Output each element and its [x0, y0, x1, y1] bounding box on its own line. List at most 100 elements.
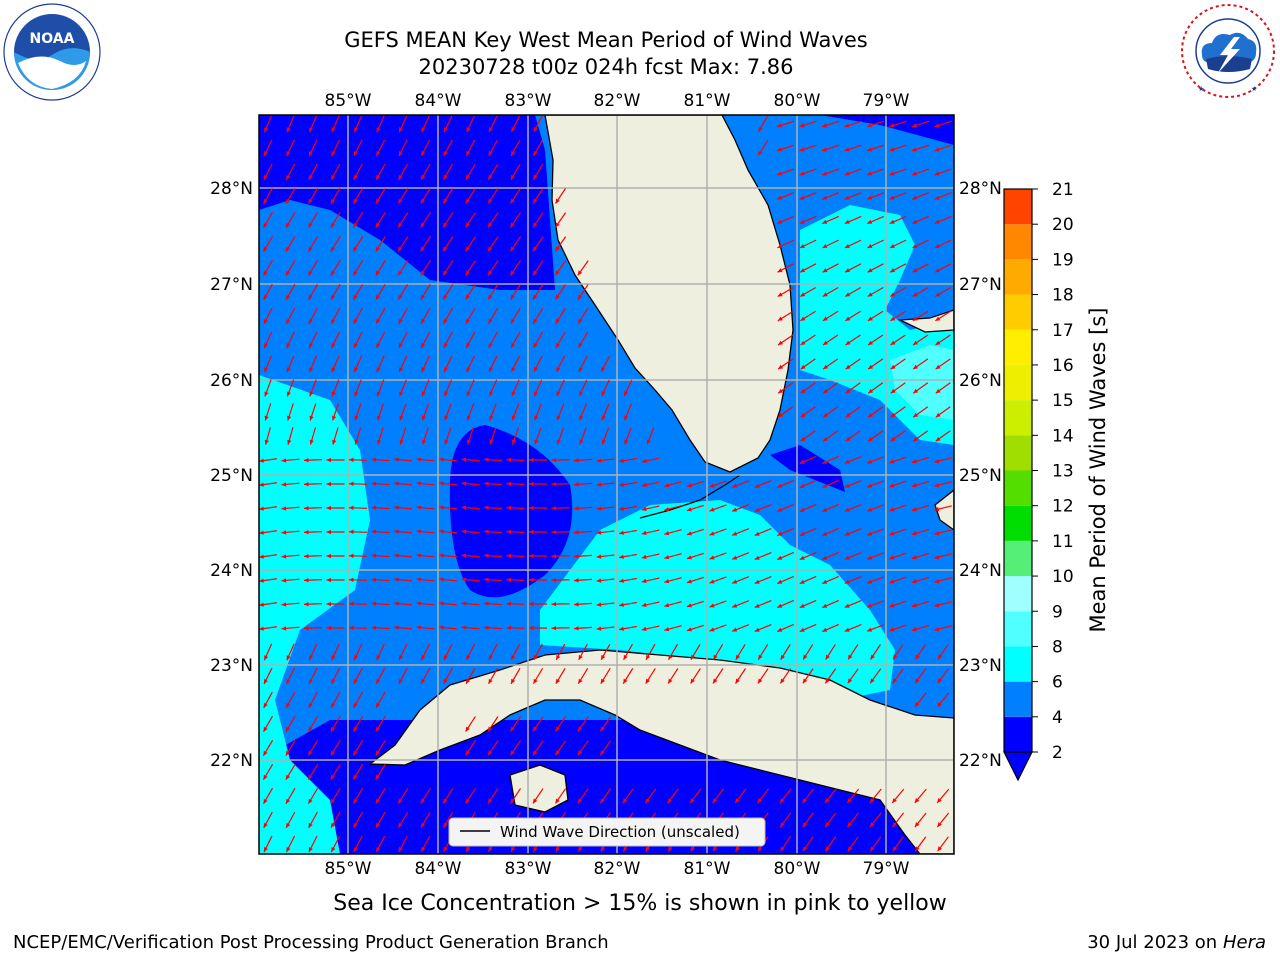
wave-direction-arrow [263, 307, 273, 325]
wave-direction-arrow [754, 600, 772, 608]
wave-direction-arrow [483, 625, 503, 630]
wave-direction-arrow [483, 457, 503, 462]
wave-direction-arrow [911, 456, 930, 464]
wave-direction-arrow [596, 458, 615, 463]
wave-direction-arrow [844, 239, 862, 249]
wave-direction-arrow [422, 427, 429, 445]
wave-direction-arrow [667, 788, 679, 804]
wave-direction-arrow [664, 505, 682, 512]
wave-direction-arrow [709, 528, 727, 536]
wave-direction-arrow [287, 427, 294, 445]
wave-direction-arrow [532, 284, 544, 300]
lon-label-top: 83°W [505, 91, 552, 111]
wave-direction-arrow [483, 577, 503, 582]
wave-direction-arrow [330, 691, 341, 709]
wave-direction-arrow [308, 811, 318, 829]
wave-direction-arrow [308, 331, 318, 349]
wave-direction-arrow [375, 811, 386, 829]
wave-direction-arrow [686, 528, 705, 536]
wave-direction-arrow [420, 788, 431, 804]
land-bahamas [934, 489, 954, 531]
wave-direction-arrow [397, 284, 409, 300]
wave-direction-arrow [554, 236, 567, 252]
wave-direction-arrow [376, 115, 385, 133]
chart-subtitle: 20230728 t00z 024h fcst Max: 7.86 [418, 55, 794, 79]
wave-direction-arrow [326, 625, 345, 631]
wave-direction-arrow [352, 236, 364, 252]
graticule [259, 115, 954, 854]
wave-direction-arrow [331, 115, 340, 133]
wave-direction-arrow [799, 503, 817, 513]
colorbar-tick-label: 18 [1052, 286, 1074, 306]
lat-label-left: 26°N [210, 371, 253, 391]
wave-direction-arrow [867, 286, 884, 298]
wave-direction-arrow [438, 529, 458, 534]
wave-direction-arrow [776, 192, 795, 200]
wave-direction-arrow [420, 284, 431, 300]
wave-direction-arrow [844, 552, 862, 560]
wave-direction-arrow [934, 601, 952, 608]
wave-direction-arrow [438, 577, 458, 582]
wave-direction-arrow [285, 715, 296, 733]
wave-direction-arrow [326, 553, 345, 559]
wave-direction-arrow [911, 624, 930, 632]
wave-direction-arrow [353, 163, 363, 181]
wave-direction-arrow [799, 575, 817, 585]
wave-direction-arrow [731, 480, 750, 488]
wave-direction-arrow [573, 554, 593, 559]
wave-direction-arrow [936, 692, 950, 708]
wave-direction-arrow [461, 481, 480, 486]
wave-direction-arrow [579, 427, 587, 445]
wave-direction-arrow [285, 259, 296, 277]
wave-direction-arrow [511, 379, 520, 397]
wave-direction-arrow [509, 740, 522, 756]
wave-direction-arrow [348, 577, 368, 583]
wave-direction-arrow [824, 812, 837, 828]
wave-direction-arrow [596, 626, 615, 631]
wave-direction-arrow [487, 212, 499, 228]
lon-label-bottom: 85°W [325, 859, 372, 879]
wave-direction-arrow [866, 576, 885, 584]
wave-direction-arrow [438, 481, 458, 486]
wave-direction-arrow [934, 553, 952, 560]
wave-direction-arrow [825, 644, 836, 660]
wave-direction-arrow [844, 263, 862, 273]
wave-direction-arrow [376, 403, 385, 421]
wave-direction-arrow [619, 553, 637, 559]
noaa-logo-text: NOAA [30, 31, 75, 47]
wave-direction-arrow [416, 577, 435, 582]
wave-direction-arrow [912, 286, 929, 298]
wave-direction-arrow [488, 331, 498, 349]
wave-direction-arrow [331, 643, 340, 661]
wave-direction-arrow [281, 530, 300, 535]
wave-direction-arrow [889, 480, 907, 488]
wave-direction-arrow [892, 644, 904, 660]
wave-direction-arrow [821, 215, 840, 225]
wave-direction-arrow [488, 379, 498, 397]
wave-direction-arrow [822, 239, 839, 249]
wave-direction-arrow [263, 283, 273, 301]
lat-label-right: 25°N [959, 466, 1002, 486]
wave-direction-arrow [393, 601, 413, 606]
wave-direction-arrow [528, 601, 548, 607]
wave-direction-arrow [398, 115, 408, 133]
wave-direction-arrow [845, 382, 861, 394]
wave-direction-arrow [442, 284, 454, 300]
wave-direction-arrow [935, 406, 951, 418]
wave-direction-arrow [912, 358, 929, 370]
wave-direction-arrow [308, 667, 318, 685]
wave-direction-arrow [869, 668, 882, 684]
wave-direction-arrow [622, 668, 634, 684]
wave-direction-arrow [867, 263, 884, 273]
wave-direction-arrow [285, 787, 296, 805]
wave-direction-arrow [573, 458, 593, 463]
wave-direction-arrow [556, 379, 565, 397]
wave-direction-arrow [307, 211, 319, 229]
wave-direction-arrow [421, 355, 430, 373]
wave-direction-arrow [754, 576, 772, 584]
colorbar-tick-label: 9 [1052, 602, 1063, 622]
wave-direction-arrow [375, 667, 386, 685]
wave-direction-arrow [866, 504, 885, 512]
wave-direction-arrow [802, 812, 814, 828]
wave-direction-arrow [393, 577, 413, 582]
